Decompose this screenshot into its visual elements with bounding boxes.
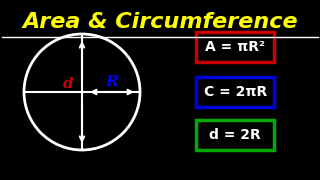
Bar <box>196 120 274 150</box>
Text: Area & Circumference: Area & Circumference <box>22 12 298 32</box>
Text: d = 2R: d = 2R <box>209 128 261 142</box>
Text: A = πR²: A = πR² <box>205 40 265 54</box>
Bar <box>196 32 274 62</box>
Text: R: R <box>106 75 118 89</box>
Text: d: d <box>63 77 73 91</box>
Text: C = 2πR: C = 2πR <box>204 85 267 99</box>
Bar <box>196 77 274 107</box>
